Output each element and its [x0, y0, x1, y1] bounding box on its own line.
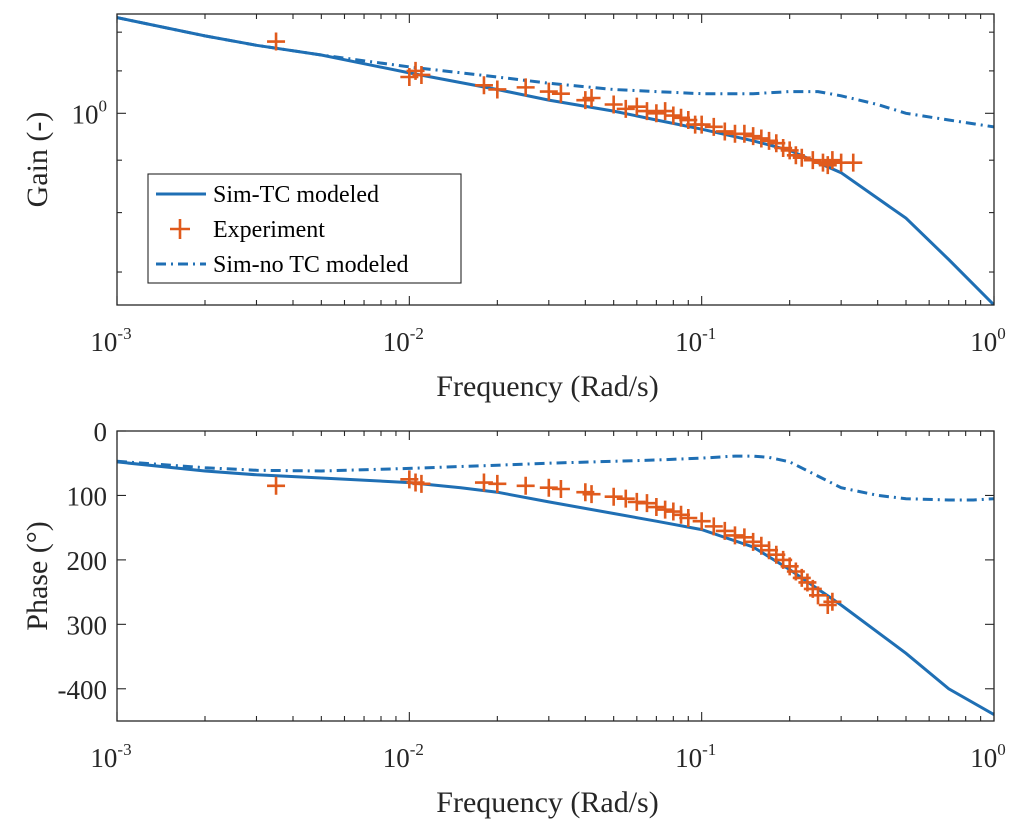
- phase-experiment-point: [752, 536, 771, 555]
- phase-experiment-point: [267, 476, 286, 495]
- phase-experiment-point: [488, 474, 507, 493]
- phase-experiment-point: [818, 596, 837, 614]
- gain-experiment-point: [792, 148, 811, 167]
- gain-experiment-point: [539, 82, 558, 101]
- phase-experiment-point: [582, 485, 601, 504]
- phase-experiment-point: [692, 512, 711, 531]
- phase-experiment-point: [412, 474, 431, 493]
- gain-experiment-point: [516, 78, 535, 97]
- gain-experiment-point: [803, 151, 822, 170]
- gain-x-axis-label: Frequency (Rad/s): [436, 370, 658, 403]
- phase-y-tick-label: 200: [67, 546, 108, 576]
- phase-sim-no-tc-modeled-line: [117, 454, 994, 502]
- gain-experiment-point: [551, 84, 570, 103]
- gain-x-tick-label: 100: [970, 324, 1006, 357]
- phase-experiment-point: [664, 502, 683, 521]
- phase-y-tick-label: -400: [58, 675, 108, 705]
- gain-experiment-point: [744, 127, 763, 146]
- gain-x-tick-label: 10-3: [90, 324, 131, 357]
- phase-experiment-point: [647, 498, 666, 517]
- phase-experiment-point: [725, 526, 744, 545]
- legend-entry-label: Sim-no TC modeled: [213, 252, 409, 278]
- phase-experiment-point: [637, 494, 656, 513]
- gain-y-axis-label: Gain (-): [21, 112, 54, 208]
- gain-x-tick-label: 10-2: [383, 324, 424, 357]
- gain-axes: 10-3 10-2 10-1 100 100 Frequency (Rad/s) Gain …: [21, 13, 1006, 403]
- gain-experiment-point: [627, 97, 646, 116]
- gain-experiment-point: [412, 65, 431, 84]
- gain-frame: [116, 13, 995, 306]
- phase-x-tick-label: 100: [970, 740, 1006, 773]
- gain-experiment-point: [752, 129, 771, 148]
- gain-experiment-point: [735, 124, 754, 143]
- phase-y-tick-label: 100: [67, 481, 108, 511]
- gain-experiment-point: [692, 115, 711, 134]
- phase-x-tick-label: 10-2: [383, 740, 424, 773]
- gain-experiment-point: [604, 95, 623, 114]
- legend-experiment-marker: [170, 219, 190, 239]
- gain-legend: Sim-TC modeled Experiment Sim-no TC modele…: [147, 173, 462, 284]
- gain-sim-no-tc-modeled-line: [117, 16, 994, 129]
- gain-experiment-point: [664, 106, 683, 125]
- phase-x-tick-label: 10-3: [90, 740, 131, 773]
- legend-entry-label: Sim-TC modeled: [213, 182, 379, 208]
- gain-experiment-point: [474, 76, 493, 95]
- gain-experiment-point: [704, 117, 723, 136]
- phase-y-axis-label: Phase (°): [21, 521, 54, 630]
- phase-x-axis-label: Frequency (Rad/s): [436, 786, 658, 819]
- phase-experiment-point: [516, 476, 535, 495]
- gain-sim-tc-modeled-line: [117, 16, 994, 305]
- gain-experiment-point: [488, 80, 507, 99]
- phase-experiment-point: [656, 500, 675, 519]
- phase-sim-tc-modeled-line: [117, 460, 994, 716]
- phase-experiment-point: [808, 586, 827, 605]
- phase-experiment-point: [823, 592, 842, 611]
- phase-experiment-point: [679, 509, 698, 527]
- gain-plot-area: [117, 16, 994, 305]
- gain-x-tick-label: 10-1: [675, 324, 716, 357]
- gain-experiment-point: [647, 104, 666, 123]
- gain-experiment-point: [616, 99, 635, 118]
- gain-y-tick-label: 100: [72, 96, 108, 129]
- gain-experiment-point: [844, 153, 863, 172]
- gain-experiment-point: [823, 151, 842, 170]
- phase-experiment-point: [551, 480, 570, 498]
- phase-y-tick-label: 300: [67, 610, 108, 640]
- phase-experiment-markers: [267, 470, 842, 614]
- phase-axes: 10-3 10-2 10-1 100 0 100 200 300 -400 Frequency (…: [21, 417, 1006, 819]
- phase-experiment-point: [744, 532, 763, 551]
- phase-experiment-point: [616, 489, 635, 508]
- gain-experiment-point: [818, 156, 837, 175]
- phase-experiment-point: [735, 528, 754, 547]
- gain-experiment-point: [715, 122, 734, 141]
- gain-experiment-point: [637, 102, 656, 121]
- phase-y-tick-label: 0: [94, 417, 108, 447]
- phase-plot-area: [117, 454, 994, 716]
- phase-experiment-point: [704, 517, 723, 536]
- gain-experiment-point: [267, 32, 286, 51]
- phase-experiment-point: [715, 521, 734, 540]
- phase-x-tick-label: 10-1: [675, 740, 716, 773]
- phase-frame: [116, 430, 995, 722]
- gain-experiment-markers: [267, 32, 863, 175]
- legend-entry-label: Experiment: [213, 217, 325, 243]
- phase-experiment-point: [604, 487, 623, 506]
- gain-experiment-point: [582, 88, 601, 107]
- gain-experiment-point: [656, 102, 675, 121]
